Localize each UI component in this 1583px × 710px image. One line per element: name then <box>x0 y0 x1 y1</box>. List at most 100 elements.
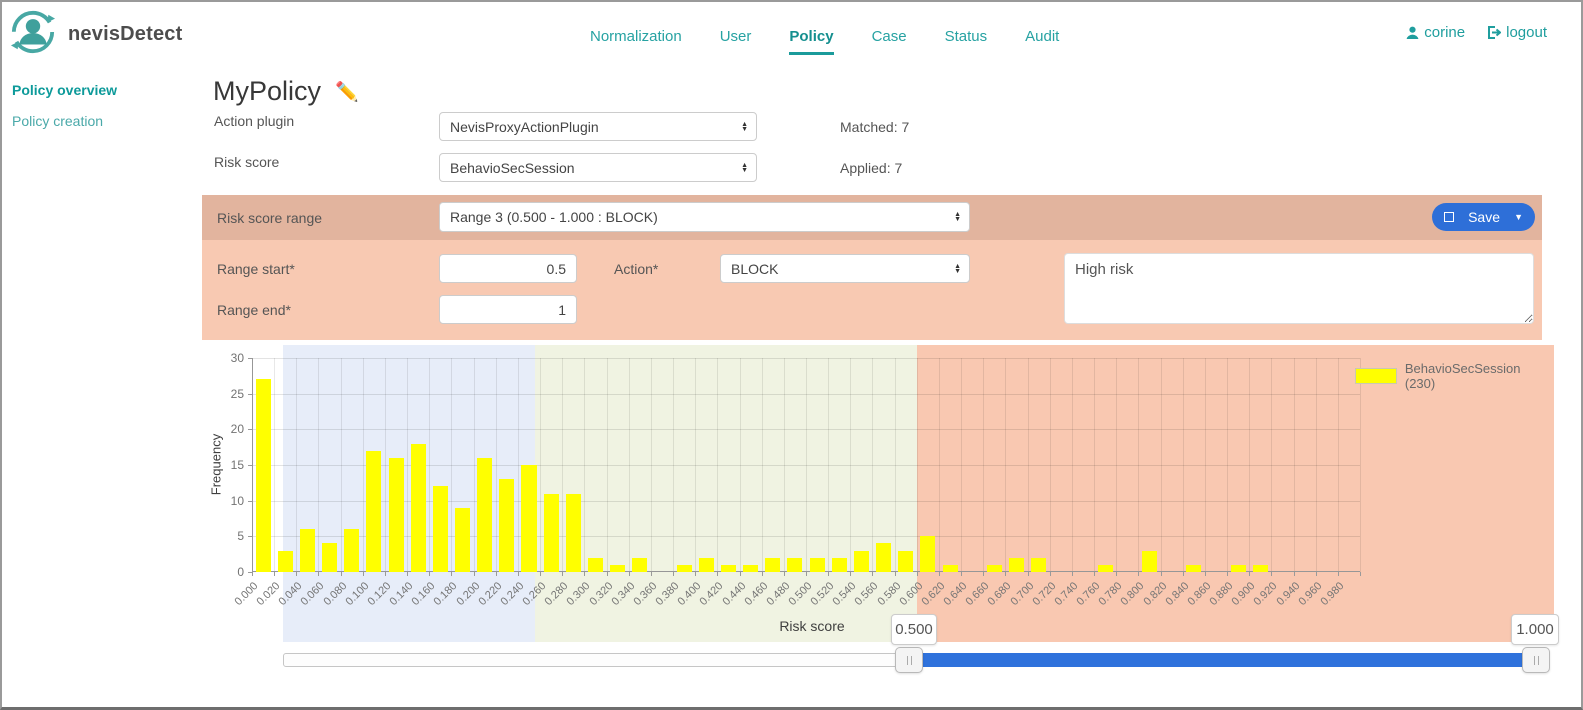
range-end-input[interactable] <box>439 295 577 324</box>
horizontal-gridline <box>252 429 1360 430</box>
histogram-bar <box>389 458 404 572</box>
slider-lower-value: 0.500 <box>891 614 937 645</box>
horizontal-gridline <box>252 358 1360 359</box>
y-tick-mark <box>248 394 252 395</box>
action-plugin-label: Action plugin <box>214 113 294 129</box>
x-tick-mark <box>1116 572 1117 576</box>
brand: nevisDetect <box>10 9 182 60</box>
nav-policy[interactable]: Policy <box>789 28 833 55</box>
x-tick-mark <box>784 572 785 576</box>
y-tick-mark <box>248 358 252 359</box>
x-tick-mark <box>496 572 497 576</box>
range-end-label: Range end* <box>217 302 291 318</box>
sidebar-item-policy-creation[interactable]: Policy creation <box>12 113 103 129</box>
x-tick-mark <box>1161 572 1162 576</box>
x-tick-mark <box>1005 572 1006 576</box>
main-nav: Normalization User Policy Case Status Au… <box>590 28 1059 55</box>
current-user[interactable]: corine <box>1406 24 1465 41</box>
histogram-bar <box>1142 551 1157 572</box>
save-dropdown-caret-icon[interactable]: ▼ <box>1514 212 1523 222</box>
applied-count: Applied: 7 <box>840 160 902 176</box>
histogram-bar <box>810 558 825 572</box>
histogram-bar <box>499 479 514 572</box>
histogram-bar <box>987 565 1002 572</box>
nav-status[interactable]: Status <box>945 28 988 55</box>
x-tick-mark <box>407 572 408 576</box>
sidebar-item-policy-overview[interactable]: Policy overview <box>12 82 117 98</box>
risk-score-range-label: Risk score range <box>217 210 322 226</box>
histogram-bar <box>1231 565 1246 572</box>
nav-user[interactable]: User <box>720 28 752 55</box>
nevisdetect-logo-icon <box>10 9 56 60</box>
x-tick-mark <box>562 572 563 576</box>
y-tick-mark <box>248 429 252 430</box>
x-tick-mark <box>1050 572 1051 576</box>
user-icon <box>1406 26 1419 39</box>
x-tick-mark <box>429 572 430 576</box>
range-slider-lower-handle[interactable] <box>895 647 923 673</box>
policy-title: MyPolicy <box>213 76 321 107</box>
histogram-bar <box>256 379 271 572</box>
x-tick-mark <box>895 572 896 576</box>
x-tick-mark <box>717 572 718 576</box>
page-title-row: MyPolicy ✏️ <box>213 76 359 107</box>
x-tick-mark <box>451 572 452 576</box>
y-tick-mark <box>248 501 252 502</box>
risk-score-range-select[interactable]: Range 3 (0.500 - 1.000 : BLOCK) <box>439 202 970 232</box>
user-name: corine <box>1424 24 1465 41</box>
x-tick-mark <box>651 572 652 576</box>
x-tick-mark <box>318 572 319 576</box>
action-label: Action* <box>614 261 658 277</box>
histogram-bar <box>455 508 470 572</box>
save-button[interactable]: Save ▼ <box>1432 203 1535 231</box>
nav-case[interactable]: Case <box>872 28 907 55</box>
user-area: corine logout <box>1406 24 1547 41</box>
x-tick-mark <box>385 572 386 576</box>
logout-icon <box>1487 26 1501 39</box>
range-slider-upper-handle[interactable] <box>1522 647 1550 673</box>
range-select-wrap: Range 3 (0.500 - 1.000 : BLOCK) ▲▼ <box>439 202 970 232</box>
x-tick-mark <box>1294 572 1295 576</box>
histogram-bar <box>1009 558 1024 572</box>
logout-label: logout <box>1506 24 1547 41</box>
logout-link[interactable]: logout <box>1487 24 1547 41</box>
x-tick-mark <box>1227 572 1228 576</box>
nav-normalization[interactable]: Normalization <box>590 28 682 55</box>
nav-audit[interactable]: Audit <box>1025 28 1059 55</box>
action-select-wrap: BLOCK ▲▼ <box>720 254 970 283</box>
x-tick-mark <box>850 572 851 576</box>
risk-score-select-wrap: BehavioSecSession ▲▼ <box>439 153 757 182</box>
x-tick-mark <box>252 572 253 576</box>
histogram-bar <box>278 551 293 572</box>
x-tick-mark <box>762 572 763 576</box>
x-tick-mark <box>1094 572 1095 576</box>
x-tick-mark <box>474 572 475 576</box>
range-description-textarea[interactable]: High risk <box>1064 253 1534 324</box>
x-tick-mark <box>1249 572 1250 576</box>
histogram-bar <box>1253 565 1268 572</box>
app-window: nevisDetect Normalization User Policy Ca… <box>0 0 1583 710</box>
range-start-label: Range start* <box>217 261 295 277</box>
histogram-bar <box>743 565 758 572</box>
x-tick-mark <box>806 572 807 576</box>
action-plugin-select[interactable]: NevisProxyActionPlugin <box>439 112 757 141</box>
x-tick-mark <box>584 572 585 576</box>
histogram-bar <box>411 444 426 572</box>
range-start-input[interactable] <box>439 254 577 283</box>
x-tick-mark <box>695 572 696 576</box>
y-tick-mark <box>248 536 252 537</box>
save-icon <box>1444 212 1454 222</box>
histogram-bar <box>721 565 736 572</box>
risk-range-region-1 <box>283 345 535 642</box>
x-tick-mark <box>1360 572 1361 576</box>
y-tick-mark <box>248 465 252 466</box>
x-tick-mark <box>939 572 940 576</box>
slider-upper-value: 1.000 <box>1511 614 1559 645</box>
x-tick-mark <box>917 572 918 576</box>
risk-score-select[interactable]: BehavioSecSession <box>439 153 757 182</box>
action-select[interactable]: BLOCK <box>720 254 970 283</box>
edit-policy-icon[interactable]: ✏️ <box>335 80 359 104</box>
x-tick-mark <box>1072 572 1073 576</box>
legend-label: BehavioSecSession (230) <box>1405 361 1554 391</box>
histogram-bar <box>632 558 647 572</box>
